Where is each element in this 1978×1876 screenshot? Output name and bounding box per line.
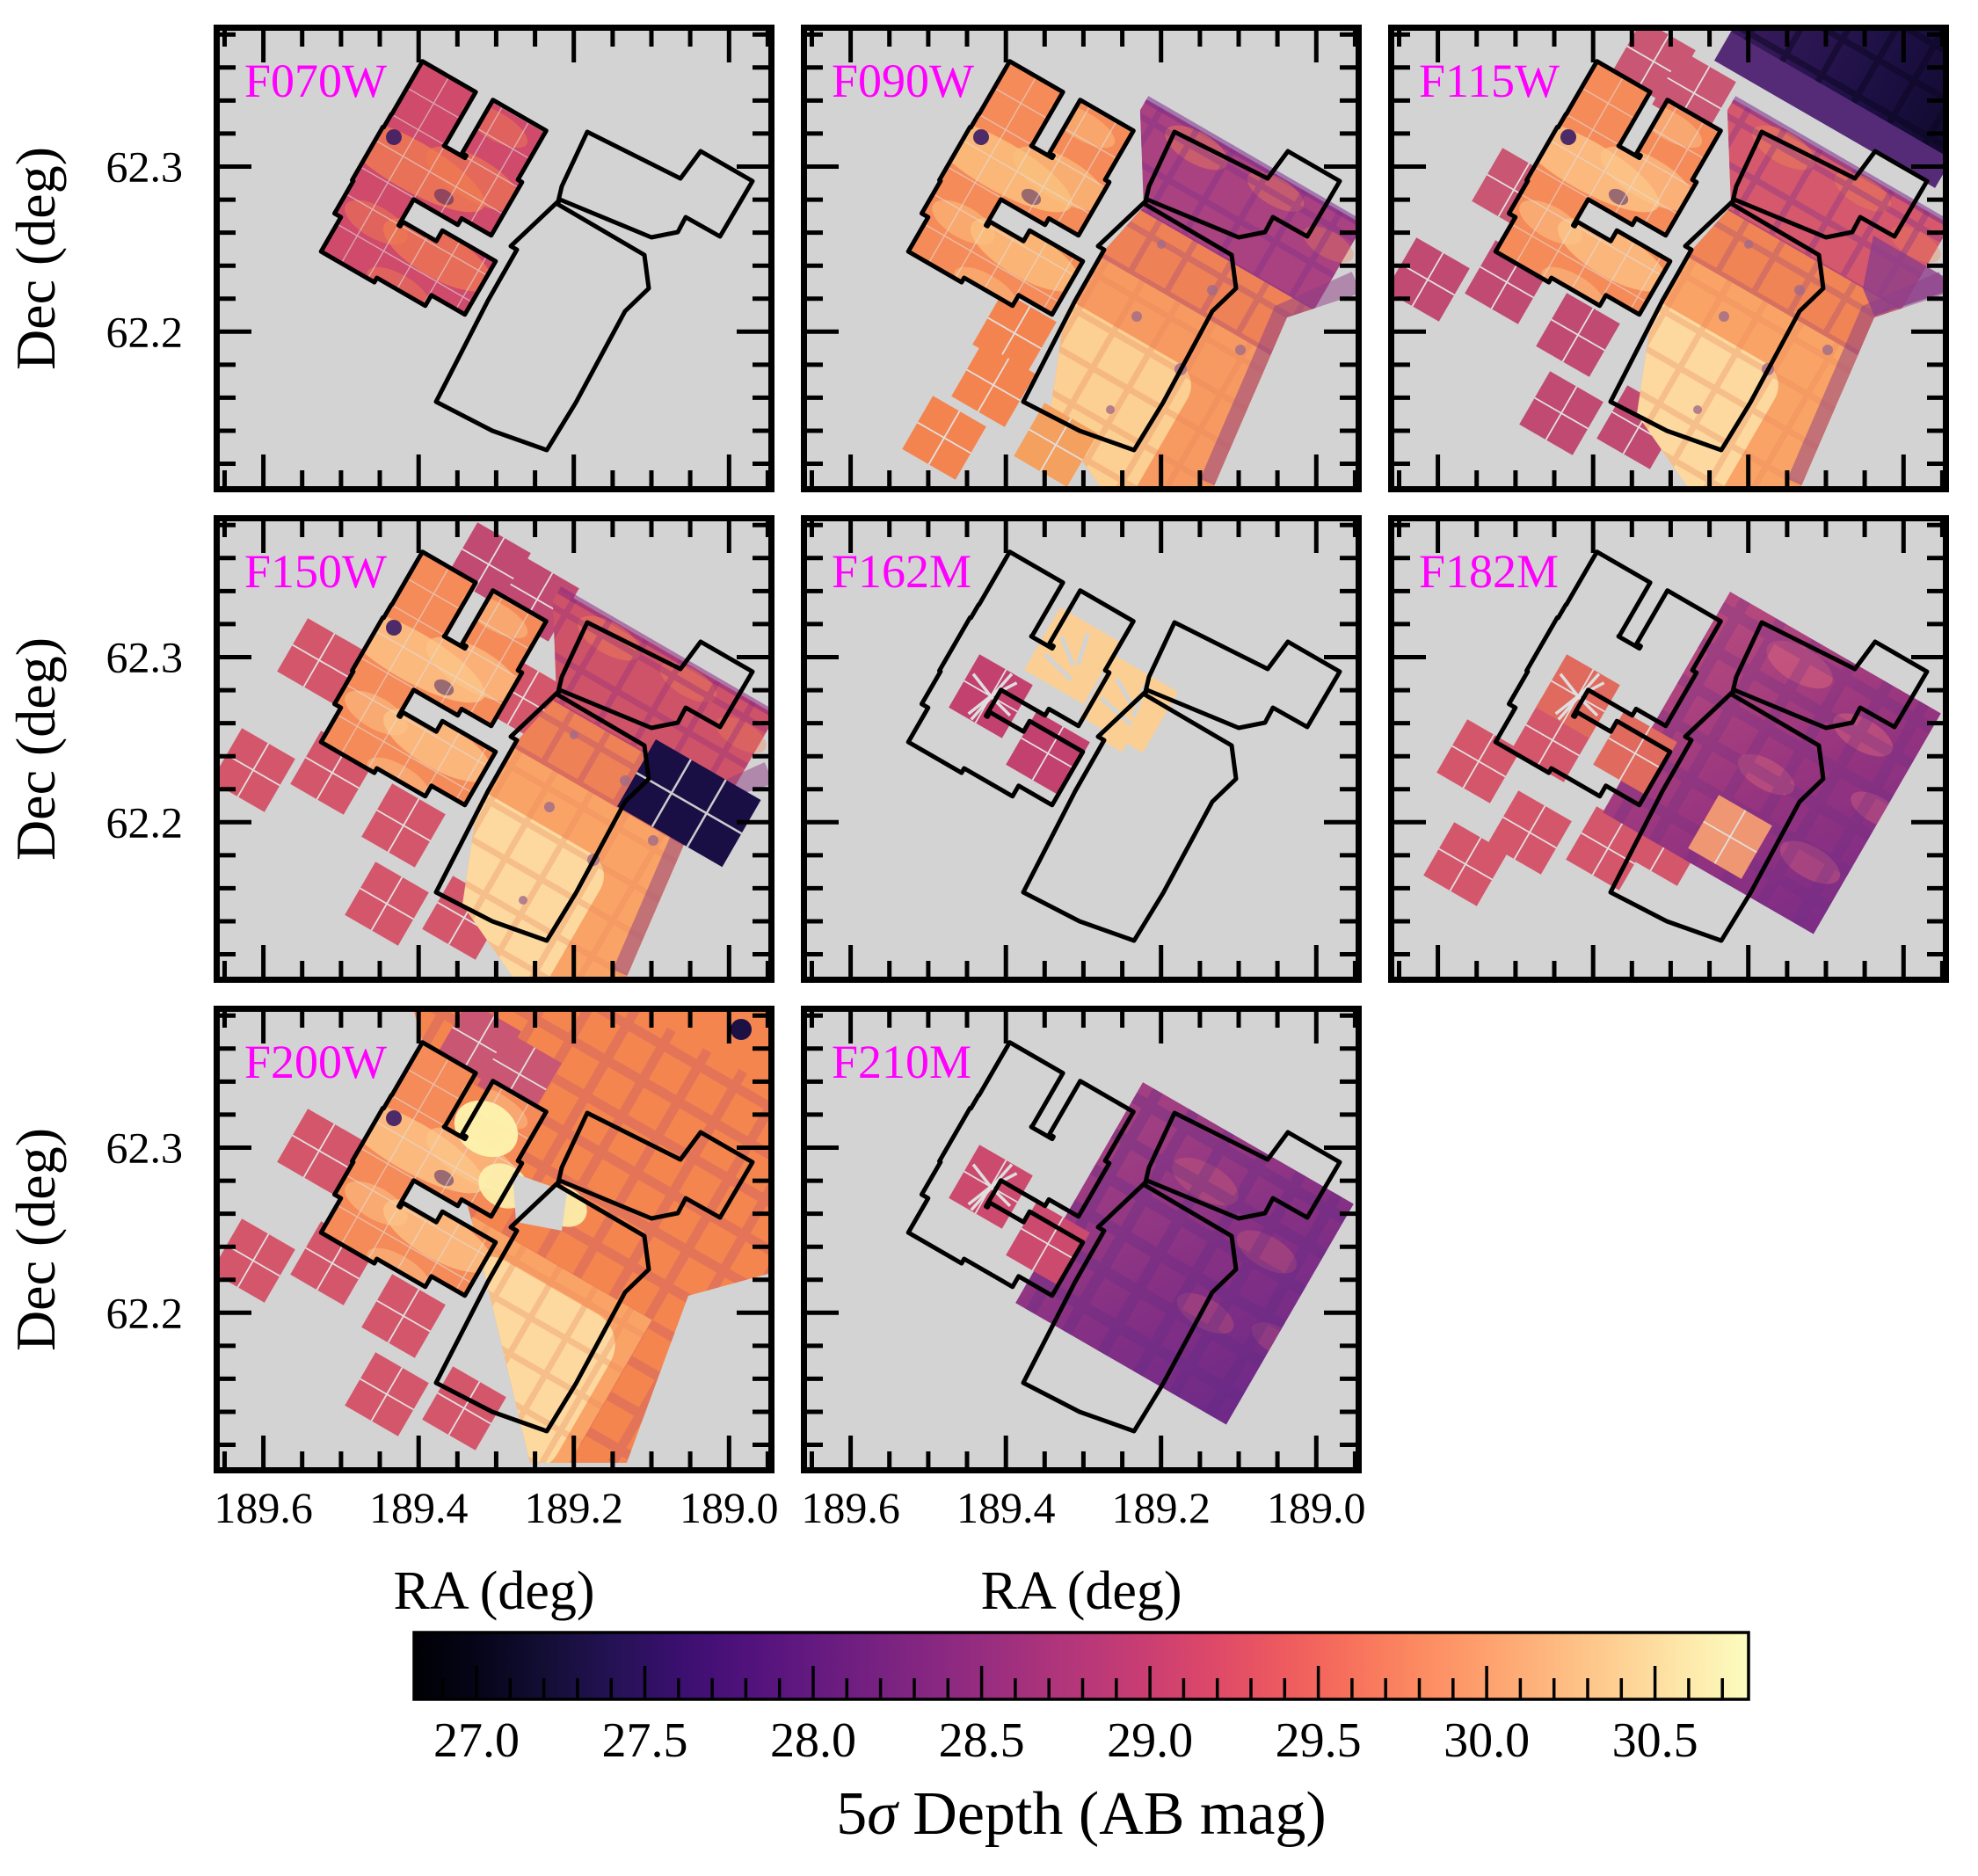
svg-text:189.6: 189.6: [214, 1483, 313, 1532]
svg-text:189.4: 189.4: [956, 1483, 1056, 1532]
svg-text:62.2: 62.2: [106, 1288, 184, 1337]
svg-text:29.0: 29.0: [1107, 1713, 1193, 1768]
svg-text:F182M: F182M: [1419, 545, 1559, 598]
svg-text:Dec (deg): Dec (deg): [4, 147, 67, 370]
svg-text:F090W: F090W: [832, 55, 974, 107]
svg-text:Dec (deg): Dec (deg): [4, 637, 67, 861]
svg-text:62.3: 62.3: [106, 1123, 184, 1173]
svg-text:30.5: 30.5: [1612, 1713, 1698, 1768]
svg-text:29.5: 29.5: [1276, 1713, 1362, 1768]
svg-text:Dec (deg): Dec (deg): [4, 1128, 67, 1351]
svg-text:189.2: 189.2: [524, 1483, 623, 1532]
svg-text:189.6: 189.6: [801, 1483, 900, 1532]
svg-text:F200W: F200W: [244, 1036, 387, 1088]
svg-text:62.3: 62.3: [106, 142, 184, 192]
svg-text:RA (deg): RA (deg): [980, 1561, 1182, 1621]
svg-text:F115W: F115W: [1419, 55, 1560, 107]
svg-text:F162M: F162M: [832, 545, 971, 598]
svg-text:189.0: 189.0: [1267, 1483, 1366, 1532]
svg-text:189.0: 189.0: [680, 1483, 779, 1532]
svg-text:27.0: 27.0: [433, 1713, 520, 1768]
svg-text:62.2: 62.2: [106, 307, 184, 356]
svg-text:F210M: F210M: [832, 1036, 971, 1088]
svg-text:62.3: 62.3: [106, 633, 184, 682]
svg-text:F070W: F070W: [244, 55, 387, 107]
svg-text:F150W: F150W: [244, 545, 387, 598]
svg-text:27.5: 27.5: [602, 1713, 688, 1768]
svg-text:28.0: 28.0: [770, 1713, 856, 1768]
svg-text:30.0: 30.0: [1444, 1713, 1530, 1768]
svg-text:RA (deg): RA (deg): [393, 1561, 594, 1621]
svg-text:5σ Depth (AB mag): 5σ Depth (AB mag): [836, 1780, 1326, 1848]
svg-text:189.2: 189.2: [1111, 1483, 1211, 1532]
svg-text:62.2: 62.2: [106, 797, 184, 847]
svg-text:28.5: 28.5: [939, 1713, 1025, 1768]
svg-text:189.4: 189.4: [369, 1483, 469, 1532]
